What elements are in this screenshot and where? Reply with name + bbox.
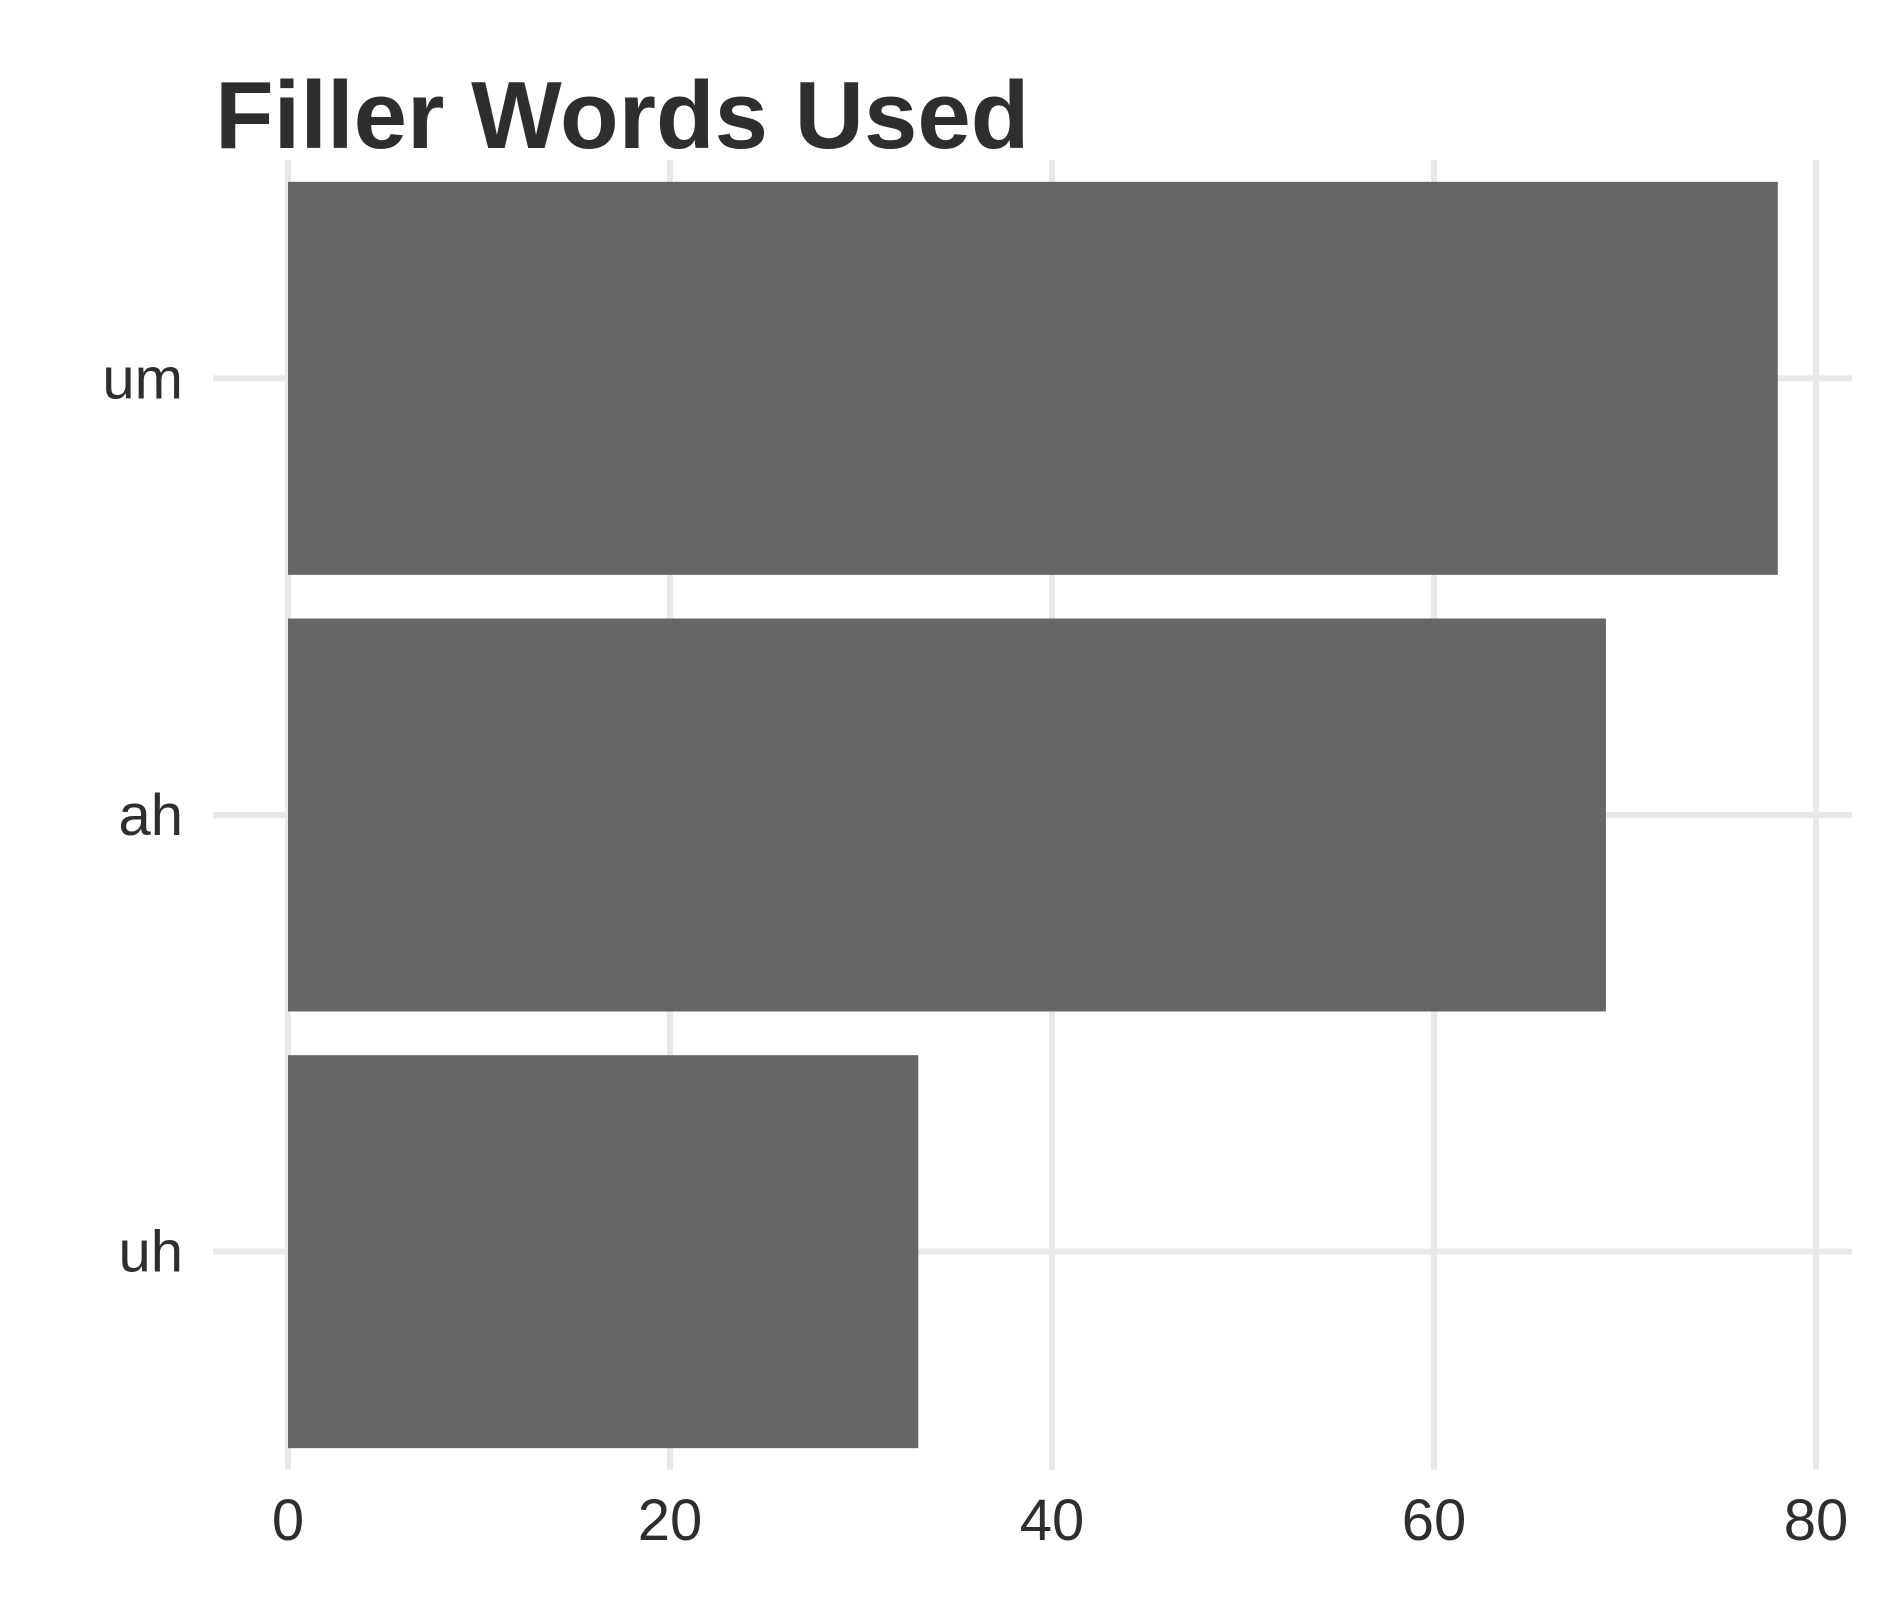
x-tick-label: 0 (272, 1488, 304, 1553)
bars (288, 181, 1778, 1449)
x-tick-label: 60 (1402, 1488, 1467, 1553)
axis-labels: um ah uh 0 20 40 60 80 (102, 346, 1848, 1553)
bar-ah (288, 618, 1606, 1012)
y-tick-label: um (102, 346, 183, 411)
y-tick-label: ah (118, 783, 183, 848)
y-tick-label: uh (118, 1220, 183, 1285)
bar-um (288, 181, 1778, 575)
x-tick-label: 20 (638, 1488, 703, 1553)
bar-uh (288, 1055, 919, 1449)
chart-title: Filler Words Used (215, 62, 1029, 169)
x-tick-label: 80 (1784, 1488, 1849, 1553)
x-tick-label: 40 (1020, 1488, 1085, 1553)
